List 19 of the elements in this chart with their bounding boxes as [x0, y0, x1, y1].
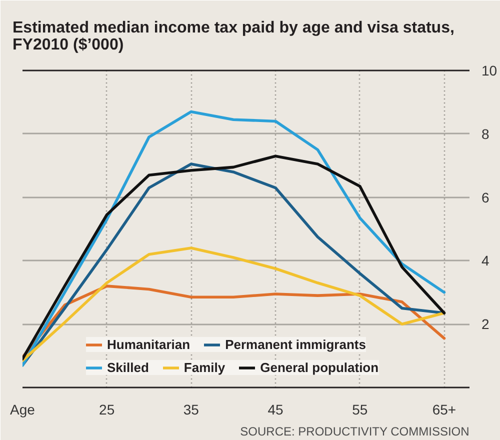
- y-tick-label: 6: [482, 189, 490, 206]
- y-tick-label: 2: [482, 316, 490, 332]
- y-tick-label: 8: [482, 126, 490, 142]
- y-tick-label: 10: [482, 62, 498, 78]
- x-tick-label: 65+: [432, 402, 456, 418]
- chart-title: Estimated median income tax paid by age and visa status, FY2010 ($’000): [12, 20, 454, 54]
- legend-label: Skilled: [107, 360, 149, 375]
- legend-label: Family: [184, 360, 226, 375]
- x-tick-label: 45: [268, 402, 284, 418]
- x-tick-label: Age: [10, 402, 36, 418]
- x-tick-label: 55: [352, 402, 368, 418]
- source-note: SOURCE: PRODUCTIVITY COMMISSION: [240, 424, 470, 438]
- legend-label: Humanitarian: [107, 337, 190, 352]
- x-tick-label: 25: [99, 402, 115, 418]
- legend-label: General population: [260, 360, 379, 375]
- legend-label: Permanent immigrants: [225, 337, 366, 352]
- line-series: [22, 246, 446, 362]
- y-tick-label: 4: [482, 252, 490, 269]
- x-tick-label: 35: [183, 402, 200, 418]
